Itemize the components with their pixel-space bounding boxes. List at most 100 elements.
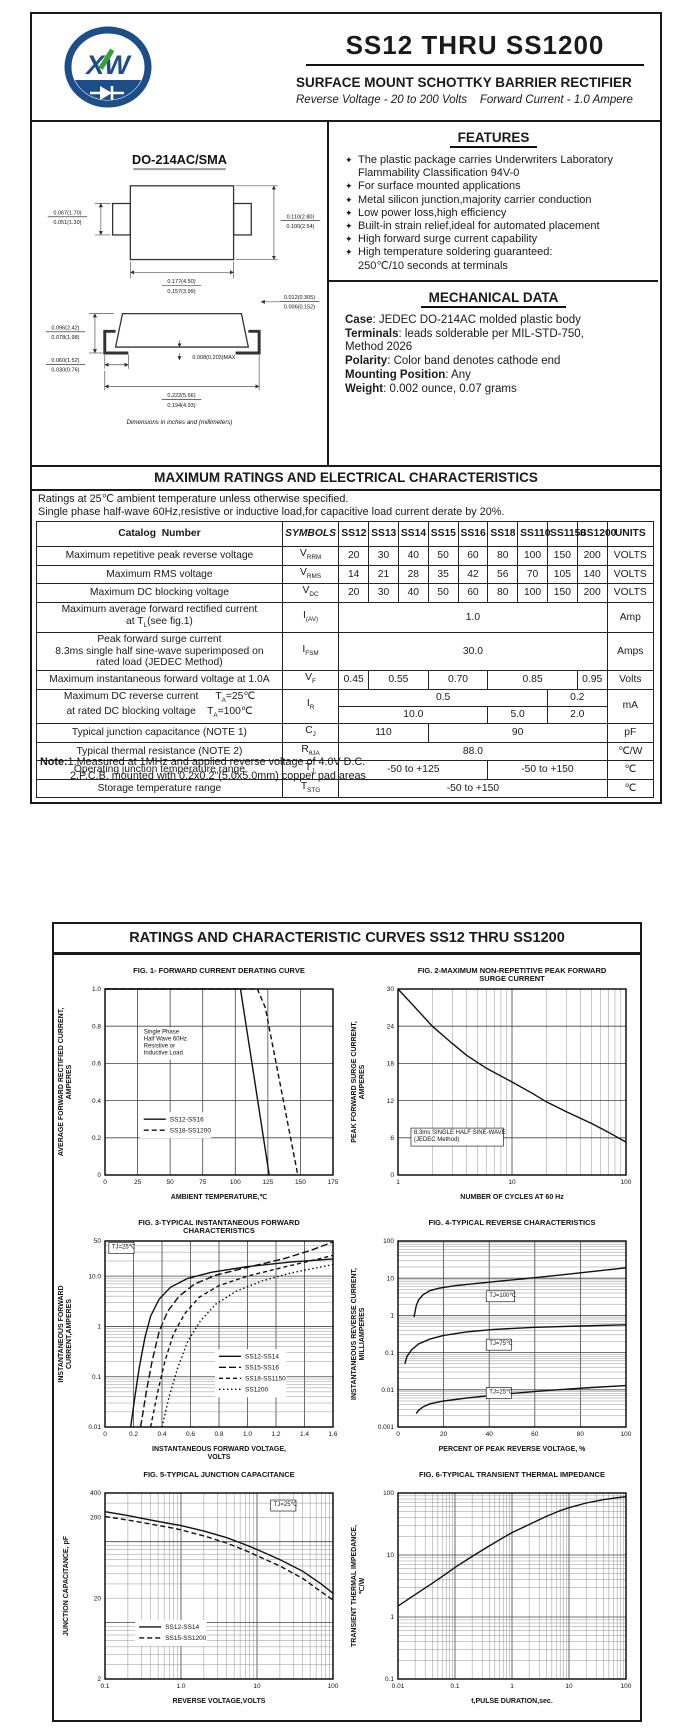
bullet-icon: ✦ bbox=[345, 221, 353, 232]
svg-text:0.067(1.70): 0.067(1.70) bbox=[53, 210, 81, 216]
ratings-section-heading: MAXIMUM RATINGS AND ELECTRICAL CHARACTER… bbox=[32, 465, 660, 491]
series-ss15-ss16 bbox=[139, 1241, 333, 1428]
table-cell: 56 bbox=[487, 564, 519, 585]
svg-text:10: 10 bbox=[508, 1179, 516, 1186]
svg-text:80: 80 bbox=[576, 1431, 584, 1438]
svg-text:1: 1 bbox=[510, 1683, 514, 1690]
datasheet-top-section: XW SS12 THRU SS1200 SURFACE MOUNT SCHOTT… bbox=[30, 12, 662, 804]
series-ss1200 bbox=[160, 1263, 333, 1428]
table-cell: 200 bbox=[576, 546, 608, 566]
series-ss12-ss14 bbox=[104, 1511, 333, 1594]
table-cell: Maximum RMS voltage bbox=[36, 564, 283, 585]
figure-3-instantaneous-forward-characteristics: 0 0.2 0.4 0.6 0.8 1.0 1.2 1.4 1.6 0.01 0.1 1 10.0 50 F… bbox=[55, 1215, 347, 1463]
svg-text:0.030(0.76): 0.030(0.76) bbox=[51, 368, 79, 374]
table-cell: 0.70 bbox=[427, 669, 489, 690]
svg-text:20: 20 bbox=[439, 1431, 447, 1438]
svg-text:0.2: 0.2 bbox=[128, 1431, 137, 1438]
feature-text: High temperature soldering guaranteed: 25… bbox=[358, 246, 553, 272]
mechanical-item: Polarity: Color band denotes cathode end bbox=[345, 355, 561, 368]
table-row: Operating junction temperature range TJ, -… bbox=[36, 760, 655, 780]
table-header-cell: SS1200 bbox=[576, 521, 616, 547]
ratings-table-body: Catalog Number SYMBOLS SS12 SS13 SS14 SS15 SS1… bbox=[36, 521, 655, 799]
svg-text:0.078(1.98): 0.078(1.98) bbox=[51, 335, 79, 341]
svg-text:0.01: 0.01 bbox=[381, 1387, 394, 1394]
svg-text:1.4: 1.4 bbox=[299, 1431, 308, 1438]
svg-text:150: 150 bbox=[294, 1179, 305, 1186]
table-cell: 70 bbox=[517, 564, 548, 585]
mechanical-heading: MECHANICAL DATA bbox=[329, 290, 658, 308]
svg-text:0.096(2.42): 0.096(2.42) bbox=[51, 325, 79, 331]
svg-text:SS12-SS14: SS12-SS14 bbox=[245, 1354, 279, 1361]
svg-text:0.100(2.54): 0.100(2.54) bbox=[286, 224, 314, 230]
feature-item: ✦ Low power loss,high efficiency bbox=[345, 207, 650, 220]
table-cell: 88.0 bbox=[338, 741, 608, 762]
diode-symbol-icon bbox=[100, 86, 112, 100]
title-rule bbox=[306, 64, 644, 66]
svg-text:PERCENT OF PEAK REVERSE VOLTAG: PERCENT OF PEAK REVERSE VOLTAGE, % bbox=[438, 1446, 586, 1453]
bullet-icon: ✦ bbox=[345, 234, 353, 245]
svg-text:75: 75 bbox=[199, 1179, 207, 1186]
svg-text:10: 10 bbox=[386, 1275, 394, 1282]
svg-text:100: 100 bbox=[620, 1431, 631, 1438]
table-cell: TSTG bbox=[281, 778, 340, 799]
package-drawing-panel: DO-214AC/SMA 0.067(1.70) 0.051(1.30) bbox=[32, 122, 327, 467]
table-cell: 0.2 bbox=[546, 688, 608, 707]
series-surge-current bbox=[396, 988, 626, 1143]
table-cell: Maximum DC reverse current TA=25℃ at rate… bbox=[36, 688, 283, 724]
characteristic-curves-section: RATINGS AND CHARACTERISTIC CURVES SS12 T… bbox=[52, 922, 642, 1722]
svg-text:100: 100 bbox=[383, 1238, 394, 1245]
series-tj-75c bbox=[403, 1324, 626, 1365]
doc-subtitle: SURFACE MOUNT SCHOTTKY BARRIER RECTIFIER bbox=[296, 75, 632, 90]
table-cell: 0.5 bbox=[338, 688, 548, 707]
table-cell: 1.0 bbox=[338, 601, 608, 634]
brand-logo-icon: XW bbox=[64, 26, 152, 108]
svg-text:TJ=75℃: TJ=75℃ bbox=[489, 1341, 513, 1347]
svg-text:0.1: 0.1 bbox=[100, 1683, 109, 1690]
svg-text:0: 0 bbox=[390, 1172, 394, 1179]
header-divider bbox=[32, 120, 660, 122]
mechanical-list: Case: JEDEC DO-214AC molded plastic body… bbox=[329, 314, 658, 397]
svg-text:24: 24 bbox=[386, 1023, 394, 1030]
svg-text:60: 60 bbox=[531, 1431, 539, 1438]
table-cell: Amp bbox=[606, 601, 655, 634]
note-line2: 2.P.C.B. mounted with 0.2x0.2"(5.0x5.0mm… bbox=[70, 769, 366, 782]
svg-text:0.222(5.66): 0.222(5.66) bbox=[167, 393, 195, 399]
svg-text:0.4: 0.4 bbox=[157, 1431, 166, 1438]
svg-text:1.0: 1.0 bbox=[176, 1683, 185, 1690]
svg-text:TJ=25℃: TJ=25℃ bbox=[273, 1502, 297, 1508]
bullet-icon: ✦ bbox=[345, 247, 353, 258]
svg-text:40: 40 bbox=[485, 1431, 493, 1438]
svg-text:1: 1 bbox=[396, 1179, 400, 1186]
svg-text:0.2: 0.2 bbox=[91, 1135, 100, 1142]
table-cell: VRRM bbox=[281, 546, 340, 566]
table-cell: ℃ bbox=[606, 760, 655, 780]
svg-text:1.2: 1.2 bbox=[271, 1431, 280, 1438]
svg-text:0.8: 0.8 bbox=[214, 1431, 223, 1438]
svg-text:20: 20 bbox=[93, 1595, 101, 1602]
features-mechanical-panel: FEATURES ✦ The plastic package carries Un… bbox=[327, 122, 658, 467]
features-list: ✦ The plastic package carries Underwriter… bbox=[329, 154, 658, 273]
note-line1: Note:1.Measured at 1MHz and applied reve… bbox=[40, 756, 366, 768]
svg-text:0.6: 0.6 bbox=[91, 1061, 100, 1068]
svg-text:8.3ms SINGLE HALF SINE-WAVE(JE: 8.3ms SINGLE HALF SINE-WAVE (JEDEC Method… bbox=[413, 1130, 505, 1143]
table-cell: 42 bbox=[457, 564, 489, 585]
svg-text:0.1: 0.1 bbox=[450, 1683, 459, 1690]
svg-text:0.1: 0.1 bbox=[384, 1350, 393, 1357]
table-header-cell: Catalog Number bbox=[36, 521, 283, 547]
table-cell: 0.45 bbox=[338, 669, 370, 690]
bullet-icon: ✦ bbox=[345, 155, 353, 165]
table-cell: pF bbox=[606, 722, 655, 743]
table-cell: 110 bbox=[338, 722, 429, 743]
svg-text:0.4: 0.4 bbox=[91, 1098, 100, 1105]
table-cell: Amps bbox=[606, 632, 655, 671]
feature-item: ✦ For surface mounted applications bbox=[345, 180, 650, 193]
table-cell: I(AV) bbox=[281, 601, 340, 634]
package-top-view bbox=[111, 185, 252, 261]
svg-text:200: 200 bbox=[90, 1515, 101, 1522]
features-section: FEATURES ✦ The plastic package carries Un… bbox=[329, 130, 658, 273]
svg-text:0: 0 bbox=[396, 1431, 400, 1438]
svg-text:6: 6 bbox=[390, 1135, 394, 1142]
table-cell: 40 bbox=[397, 546, 429, 566]
